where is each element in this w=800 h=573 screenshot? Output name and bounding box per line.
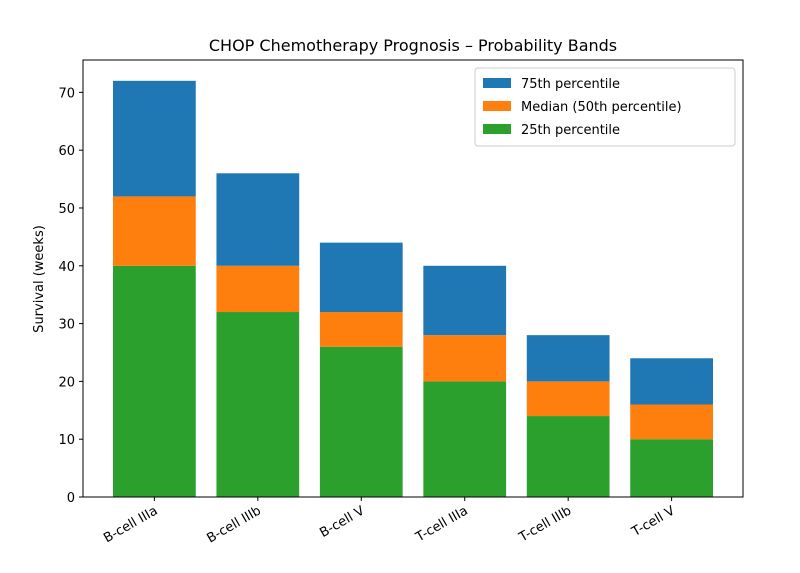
bar-segment	[630, 358, 713, 405]
x-tick-label: T-cell IIIa	[413, 503, 471, 545]
plot-frame	[82, 59, 744, 498]
legend-box	[474, 67, 736, 147]
legend-label: 25th percentile	[521, 123, 620, 138]
bar-segment	[113, 196, 196, 266]
bar-segment	[526, 335, 610, 382]
x-tick-label: B-cell IIIa	[101, 503, 160, 546]
x-tick-label: B-cell IIIb	[204, 503, 263, 546]
legend-label: Median (50th percentile)	[521, 100, 682, 115]
chart-title: CHOP Chemotherapy Prognosis – Probabilit…	[209, 36, 617, 55]
bar-segment	[216, 173, 300, 266]
bar-segment	[423, 335, 507, 382]
legend-swatch	[483, 78, 511, 88]
legend-swatch	[483, 101, 511, 111]
y-axis-label: Survival (weeks)	[32, 225, 47, 333]
y-tick-label: 40	[58, 260, 75, 275]
legend-swatch	[483, 124, 511, 134]
bar-segment	[319, 312, 403, 347]
y-tick-label: 60	[58, 144, 75, 159]
legend-label: 75th percentile	[521, 77, 620, 92]
bar-segment	[113, 265, 196, 497]
y-tick-label: 0	[67, 491, 75, 506]
x-tick-label: T-cell V	[629, 503, 678, 540]
bar-segment	[526, 416, 610, 497]
y-tick-label: 10	[58, 433, 75, 448]
y-tick-label: 50	[58, 202, 75, 217]
y-tick-label: 70	[58, 86, 75, 101]
y-tick-label: 30	[58, 318, 75, 333]
bar-segment	[526, 381, 610, 417]
bar-segment	[630, 439, 713, 497]
bar-segment	[630, 404, 713, 440]
bar-segment	[216, 265, 300, 313]
x-tick-label: B-cell V	[317, 503, 367, 541]
bar-segment	[423, 381, 507, 497]
y-tick-label: 20	[58, 375, 75, 390]
bar-segment	[423, 265, 507, 336]
x-tick-label: T-cell IIIb	[516, 503, 574, 545]
bar-segment	[319, 346, 403, 497]
bar-segment	[319, 242, 403, 313]
bar-segment	[216, 312, 300, 497]
bar-segment	[113, 80, 196, 197]
